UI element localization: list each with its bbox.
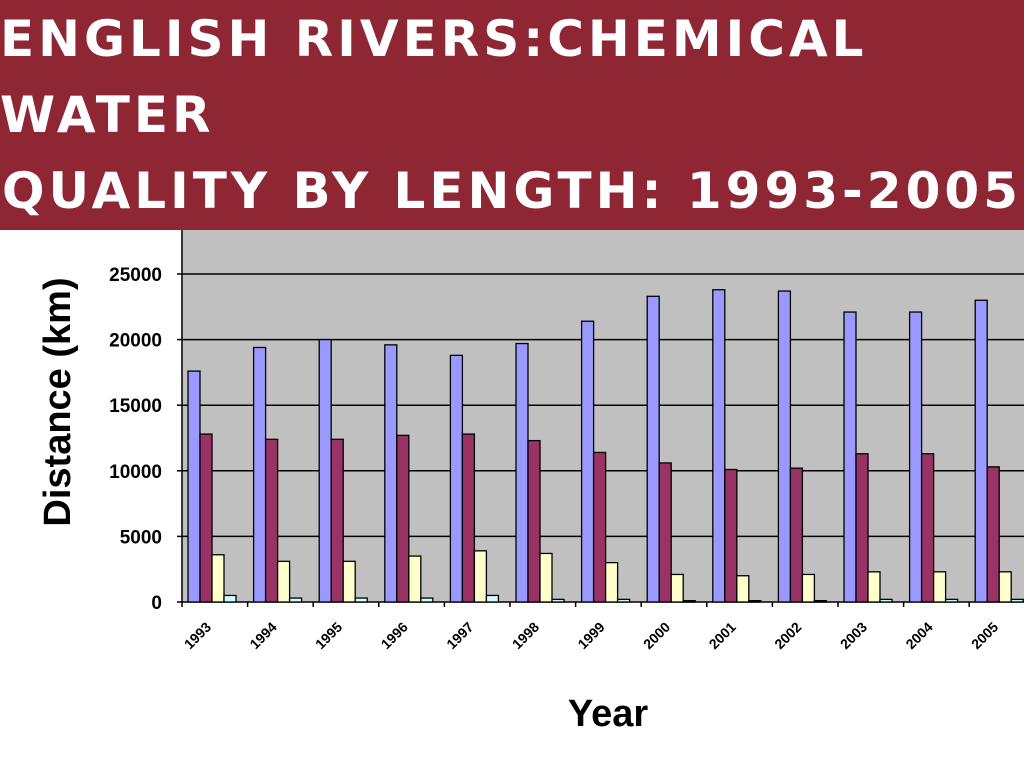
x-tick-label: 1993 [181, 619, 214, 652]
x-tick-label: 1997 [443, 619, 476, 652]
x-axis-title: Year [568, 693, 649, 735]
title-line-2: Quality by Length: 1993-2005 [2, 162, 1022, 220]
bar-series-4 [944, 598, 959, 603]
bar-series-2 [920, 453, 935, 603]
bar-series-3 [867, 571, 881, 603]
x-tick-label: 2000 [640, 619, 673, 652]
bar-series-1 [712, 289, 726, 603]
bar-series-3 [539, 552, 553, 603]
bar-series-4 [682, 600, 696, 603]
bar-series-4 [223, 594, 237, 603]
bar-series-2 [527, 439, 541, 603]
bar-series-3 [736, 575, 750, 603]
bar-series-1 [908, 311, 923, 603]
bar-series-1 [252, 346, 267, 603]
bar-series-1 [449, 354, 464, 603]
bar-series-1 [318, 338, 332, 603]
bar-series-4 [1010, 598, 1024, 603]
bar-series-3 [473, 550, 488, 603]
bar-series-3 [604, 561, 619, 603]
title-banner: English Rivers:Chemical Water Quality by… [0, 0, 1024, 230]
x-tick-label: 1995 [312, 619, 345, 652]
bar-series-3 [276, 560, 291, 603]
bar-series-1 [515, 342, 529, 603]
bar-series-1 [974, 299, 988, 603]
bar-series-1 [384, 344, 398, 603]
x-tick-label: 1994 [246, 619, 279, 652]
y-tick-label: 0 [151, 593, 162, 614]
bar-series-4 [288, 597, 303, 603]
bar-series-2 [592, 451, 607, 603]
x-tick-label: 1998 [509, 619, 542, 652]
x-tick-label: 2003 [837, 619, 870, 652]
bar-series-2 [396, 434, 410, 603]
bar-series-4 [551, 598, 565, 603]
bar-series-4 [485, 594, 500, 603]
bar-series-3 [998, 571, 1012, 603]
bar-series-1 [843, 311, 857, 603]
y-tick-label: 15000 [109, 396, 162, 417]
bar-series-4 [354, 597, 368, 603]
y-axis-title: Distance (km) [37, 277, 79, 526]
bar-series-2 [658, 462, 672, 603]
x-tick-label: 1996 [378, 619, 411, 652]
bar-series-2 [199, 433, 213, 603]
bar-series-1 [580, 320, 595, 603]
bar-series-4 [879, 598, 893, 603]
y-tick-label: 10000 [109, 462, 162, 483]
bar-series-4 [420, 597, 434, 603]
x-tick-label: 2005 [968, 619, 1001, 652]
bar-series-2 [986, 466, 1000, 603]
bar-series-2 [461, 433, 476, 603]
bar-series-4 [616, 598, 631, 603]
title-line-1: English Rivers:Chemical Water [0, 10, 868, 144]
x-tick-label: 2004 [902, 619, 935, 652]
x-tick-label: 2002 [771, 619, 804, 652]
y-tick-label: 20000 [109, 331, 162, 352]
y-tick-label: 25000 [109, 265, 162, 286]
bar-series-2 [724, 468, 738, 603]
bar-series-1 [646, 295, 660, 603]
bar-series-4 [813, 600, 828, 603]
bar-series-1 [187, 370, 201, 603]
bar-series-4 [748, 600, 762, 603]
bar-series-3 [342, 560, 356, 603]
bar-series-1 [777, 290, 792, 603]
bar-series-2 [264, 438, 279, 603]
bar-series-3 [932, 571, 947, 603]
bar-series-2 [789, 467, 804, 603]
x-tick-label: 2001 [706, 619, 739, 652]
bar-series-3 [211, 554, 225, 603]
y-tick-label: 5000 [120, 527, 162, 548]
bar-series-3 [801, 573, 816, 603]
bar-series-2 [855, 453, 869, 603]
bar-series-3 [408, 555, 422, 603]
x-tick-label: 1999 [574, 619, 607, 652]
bar-series-3 [670, 573, 684, 603]
bar-series-2 [330, 438, 344, 603]
